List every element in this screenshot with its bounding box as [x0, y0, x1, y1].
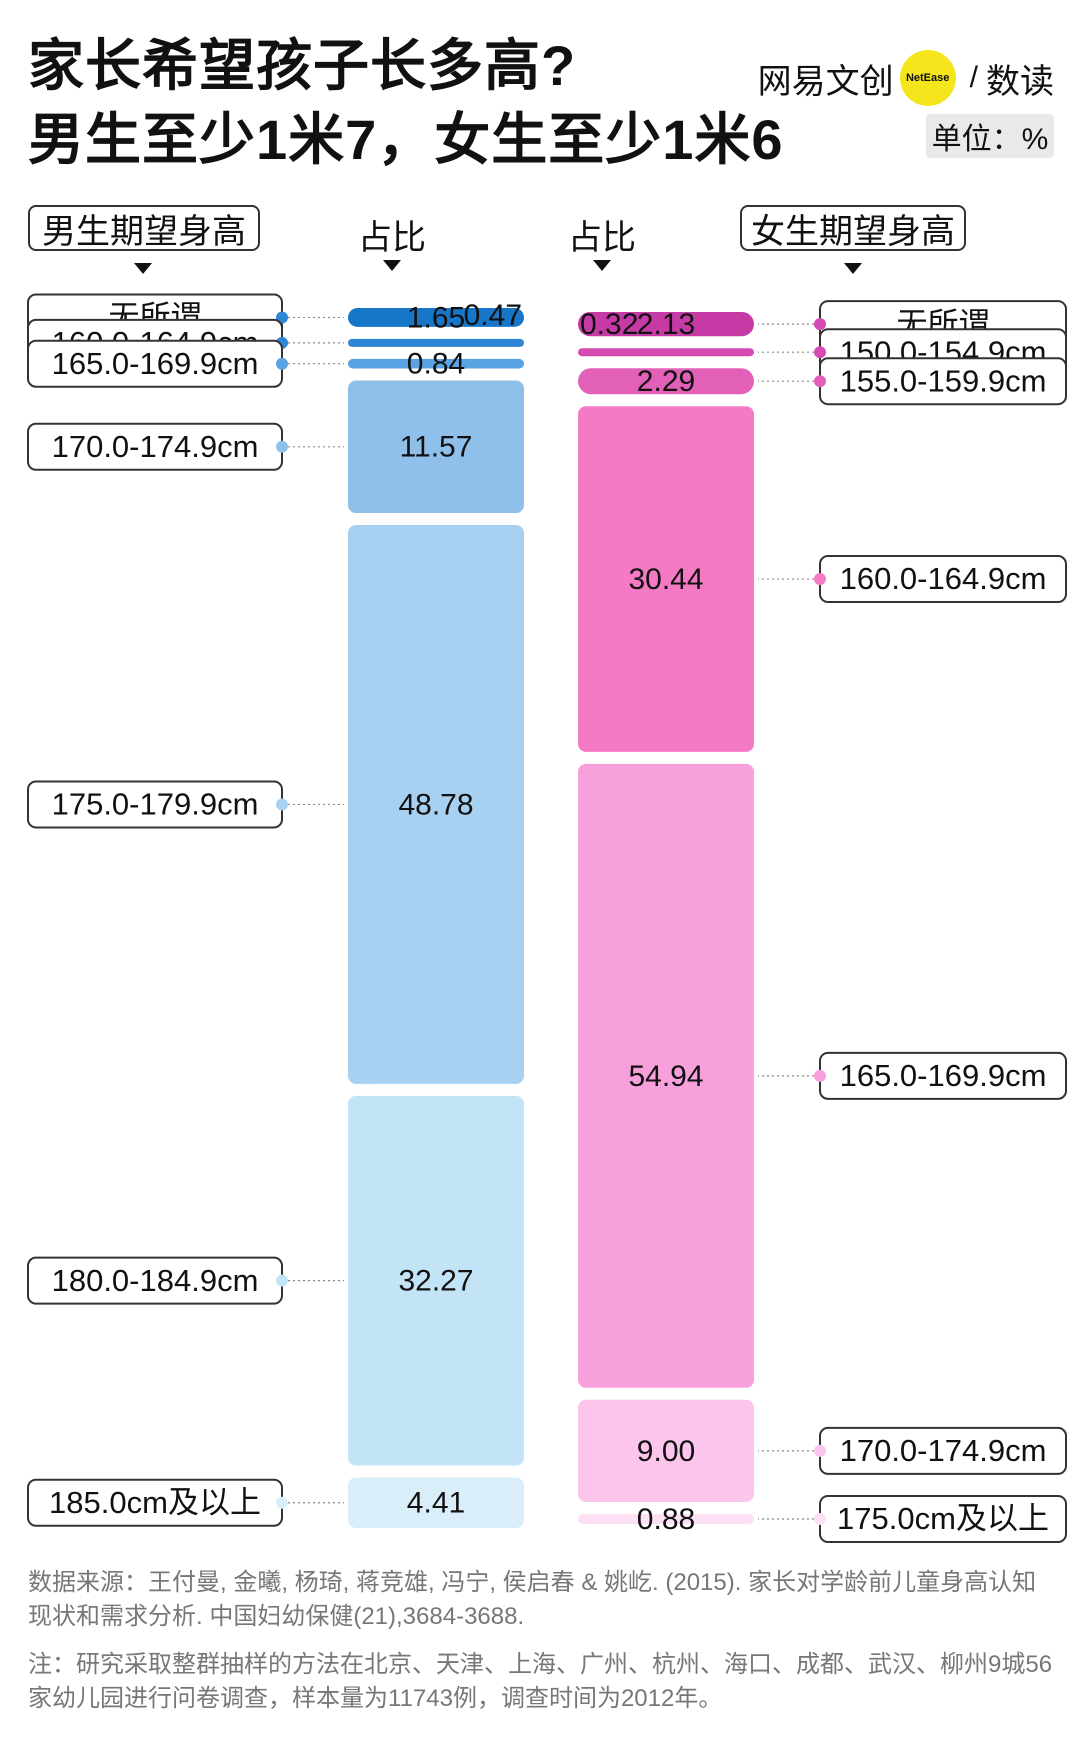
chart-title-line1: 家长希望孩子长多高?	[28, 34, 577, 97]
female-value-label-3: 30.44	[628, 563, 703, 596]
female-category-label-4: 165.0-169.9cm	[840, 1058, 1047, 1093]
female-category-label-6: 175.0cm及以上	[837, 1501, 1049, 1536]
footnote: 注：研究采取整群抽样的方法在北京、天津、上海、广州、杭州、海口、成都、武汉、柳州…	[28, 1651, 1053, 1712]
female-bar-0	[578, 312, 754, 337]
male-bar-3	[348, 380, 524, 514]
female-connector-dot-2	[814, 375, 826, 388]
male-connector-dot-2	[276, 357, 288, 370]
male-category-label-2: 165.0-169.9cm	[52, 346, 259, 381]
data-source: 数据来源：王付曼, 金曦, 杨琦, 蒋竞雄, 冯宁, 侯启春 & 姚屹. (20…	[28, 1569, 1037, 1630]
male-share-arrow-icon	[383, 260, 401, 271]
male-bar-2	[348, 358, 524, 369]
male-header: 男生期望身高	[28, 205, 260, 251]
male-connector-dot-6	[276, 1496, 288, 1509]
female-bar-2	[578, 368, 754, 395]
male-header-arrow-icon	[134, 263, 152, 274]
male-bar-4	[348, 525, 524, 1084]
male-value-label-3: 11.57	[400, 431, 473, 464]
female-value-label-6: 0.88	[637, 1503, 695, 1536]
female-category-label-5: 170.0-174.9cm	[840, 1433, 1047, 1468]
female-bar-4	[578, 763, 754, 1388]
male-category-label-3: 170.0-174.9cm	[52, 429, 259, 464]
male-bar-1	[348, 338, 524, 347]
female-value-label-4: 54.94	[628, 1060, 703, 1093]
male-value-label-0: 1.65	[407, 301, 465, 334]
male-connector-dot-4	[276, 798, 288, 811]
female-connector-dot-5	[814, 1444, 826, 1457]
male-bar-5	[348, 1095, 524, 1466]
male-value-label-5: 32.27	[398, 1265, 473, 1298]
female-category-label-2: 155.0-159.9cm	[840, 363, 1047, 398]
male-share-header: 占比	[358, 219, 426, 257]
logo-separator: /	[969, 61, 978, 94]
female-bar-5	[578, 1399, 754, 1503]
female-value-label-5: 9.00	[637, 1435, 695, 1468]
female-connector-dot-0	[814, 318, 826, 331]
male-bar-6	[348, 1477, 524, 1528]
male-value-label-4: 48.78	[398, 788, 473, 821]
female-value-label-2: 2.29	[637, 365, 695, 398]
female-value-label-1: 0.32	[580, 308, 638, 341]
female-bar-3	[578, 406, 754, 752]
male-value-label-6: 4.41	[407, 1487, 465, 1520]
female-connector-dot-4	[814, 1069, 826, 1082]
female-bar-1	[578, 348, 754, 357]
male-value-label-2: 0.84	[407, 348, 465, 381]
male-category-label-6: 185.0cm及以上	[49, 1485, 261, 1520]
male-value-label-1: 0.47	[464, 299, 522, 332]
female-bar-6	[578, 1514, 754, 1524]
female-share-arrow-icon	[593, 260, 611, 271]
brand-logo: 网易文创 NetEase / 数读	[758, 48, 1054, 108]
brand-name: 网易文创	[757, 62, 894, 101]
product-name: 数读	[986, 62, 1054, 101]
unit-label: 单位：%	[926, 114, 1054, 158]
female-share-header: 占比	[568, 219, 636, 257]
male-category-label-4: 175.0-179.9cm	[52, 787, 259, 822]
male-bar-0	[348, 308, 524, 327]
female-header: 女生期望身高	[740, 205, 966, 251]
male-category-label-5: 180.0-184.9cm	[52, 1263, 259, 1298]
male-connector-dot-3	[276, 440, 288, 453]
female-connector-dot-6	[814, 1513, 826, 1526]
male-connector-dot-5	[276, 1274, 288, 1287]
chart-title-line2: 男生至少1米7，女生至少1米6	[28, 108, 784, 171]
female-connector-dot-1	[814, 346, 826, 359]
female-value-label-0: 2.13	[637, 308, 695, 341]
female-connector-dot-3	[814, 573, 826, 586]
netease-badge-icon: NetEase	[899, 50, 956, 106]
female-category-label-3: 160.0-164.9cm	[840, 561, 1047, 596]
female-header-arrow-icon	[844, 263, 862, 274]
